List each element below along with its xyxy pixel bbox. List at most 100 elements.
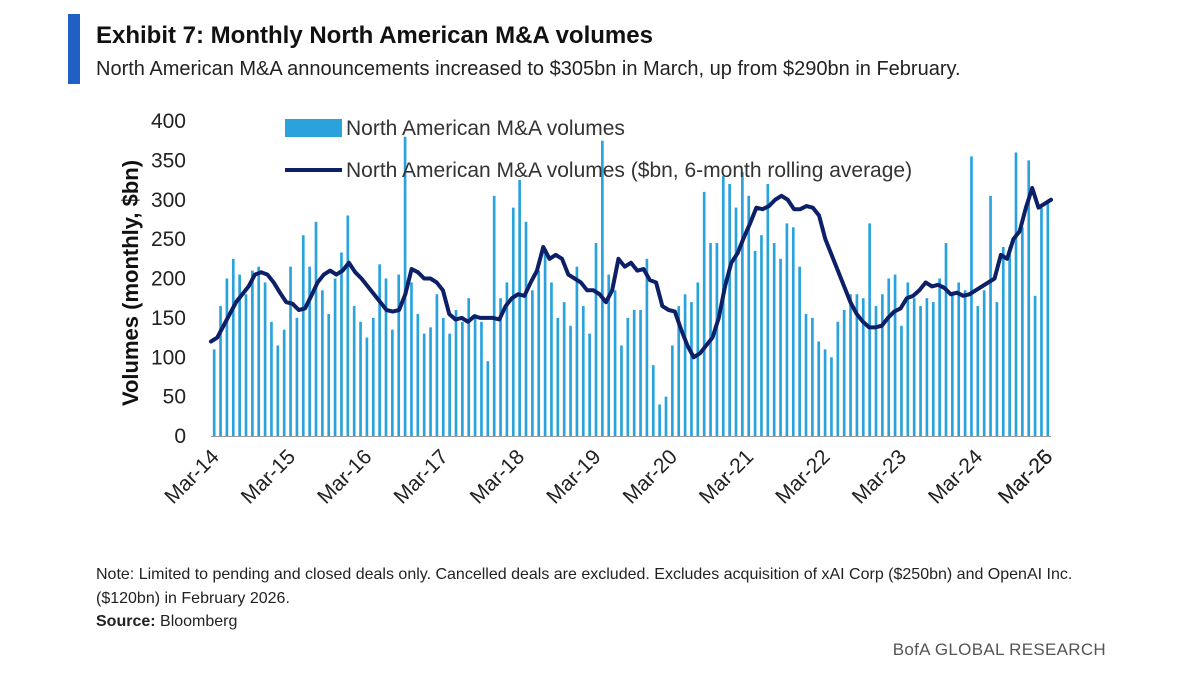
bar	[645, 258, 649, 436]
x-tick-label: Mar-21	[695, 445, 758, 508]
bar	[664, 396, 668, 437]
bar	[849, 294, 852, 436]
bar	[263, 282, 267, 436]
x-tick-label: Mar-14	[160, 445, 224, 509]
bar	[982, 290, 986, 436]
bar	[728, 184, 731, 436]
bar	[327, 313, 331, 436]
bar	[219, 306, 222, 436]
bar	[1033, 295, 1037, 436]
bar	[448, 333, 451, 437]
bar	[677, 306, 681, 436]
bar	[702, 191, 706, 437]
rolling-average-line	[209, 185, 1053, 360]
x-axis-ticks: Mar-14 Mar-15 Mar-16 Mar-17 Mar-18 Mar-19 Mar-…	[160, 445, 1057, 509]
bar	[1040, 207, 1043, 437]
bar	[556, 317, 560, 437]
bar	[581, 306, 585, 436]
bar	[212, 349, 216, 437]
bar	[861, 298, 865, 436]
bar	[613, 290, 617, 436]
legend-line-label: North American M&A volumes ($bn, 6-month…	[346, 159, 912, 182]
y-tick-label: 150	[151, 307, 186, 330]
bar	[410, 282, 413, 436]
exhibit-subtitle: North American M&A announcements increas…	[96, 58, 961, 80]
bar	[785, 223, 789, 437]
source-value: Bloomberg	[160, 613, 238, 630]
bar	[371, 317, 375, 437]
bar	[295, 317, 299, 437]
bar	[601, 140, 604, 436]
bar	[282, 329, 286, 436]
bar	[346, 215, 350, 436]
x-tick-label: Mar-20	[619, 445, 682, 508]
x-tick-label: Mar-24	[924, 445, 988, 509]
legend-bar-label: North American M&A volumes	[346, 117, 625, 140]
bar	[441, 317, 445, 437]
bar	[480, 321, 483, 436]
bar	[658, 404, 661, 436]
bar	[817, 341, 821, 436]
bar	[842, 310, 846, 436]
bar	[830, 357, 833, 436]
bar	[1027, 160, 1031, 437]
bar	[944, 243, 948, 436]
bar	[594, 243, 598, 436]
bar	[734, 207, 738, 437]
bar	[976, 306, 980, 436]
bar	[505, 282, 509, 436]
bar	[511, 207, 515, 437]
bar	[836, 321, 840, 436]
bar	[435, 294, 439, 436]
bar	[543, 248, 547, 436]
bar	[518, 180, 521, 436]
bar	[919, 306, 922, 436]
exhibit-title: Exhibit 7: Monthly North American M&A vo…	[96, 22, 653, 49]
bar	[963, 290, 967, 436]
bar	[823, 349, 827, 437]
bar	[970, 156, 973, 436]
bar	[378, 264, 381, 436]
bar	[1001, 247, 1005, 436]
bar	[696, 282, 700, 436]
bar	[499, 298, 502, 436]
bar	[238, 274, 241, 436]
bar	[887, 278, 891, 436]
bar	[588, 333, 591, 437]
bar	[804, 313, 808, 436]
bar	[524, 221, 528, 436]
bar	[537, 270, 541, 437]
bar	[893, 274, 897, 436]
bar	[931, 302, 935, 437]
bar-series	[212, 136, 1050, 437]
bar	[868, 223, 871, 437]
bar	[276, 345, 280, 436]
accent-bar	[68, 14, 80, 84]
bar	[651, 365, 655, 437]
bar	[957, 282, 961, 436]
bar	[989, 195, 992, 436]
bar	[1008, 247, 1011, 436]
bar	[721, 176, 725, 437]
y-tick-label: 0	[174, 425, 186, 448]
bar	[626, 317, 630, 437]
bar	[791, 227, 795, 436]
bar	[766, 184, 770, 436]
bar	[365, 337, 369, 436]
bar	[690, 302, 693, 437]
bar	[359, 321, 362, 436]
bar	[308, 266, 311, 436]
bar	[225, 278, 229, 436]
y-tick-label: 100	[151, 346, 186, 369]
bar	[881, 294, 884, 436]
x-tick-label: Mar-16	[313, 445, 376, 508]
bar	[314, 221, 318, 436]
bar	[340, 252, 343, 436]
y-tick-label: 200	[151, 268, 186, 291]
bar	[384, 278, 388, 436]
y-tick-label: 250	[151, 228, 186, 251]
bar	[874, 306, 878, 436]
bar	[301, 235, 305, 436]
bar	[454, 310, 458, 436]
x-tick-label: Mar-22	[771, 445, 834, 508]
